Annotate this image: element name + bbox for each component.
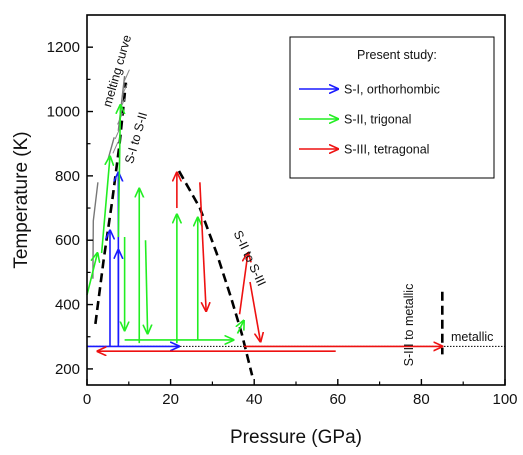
y-tick-label: 600 (55, 232, 80, 249)
arrow-s-ii (146, 240, 148, 333)
arrow-s-iii (249, 281, 260, 342)
arrow-s-iii (199, 182, 206, 311)
legend-label: S-I, orthorhombic (344, 83, 440, 97)
legend-box (289, 36, 495, 179)
arrow-s-ii (237, 321, 243, 334)
y-tick-label: 1000 (47, 104, 80, 121)
x-tick-label: 40 (246, 391, 263, 408)
s2-to-s3-label: S-II to S-III (231, 228, 269, 288)
x-tick-label: 100 (492, 391, 517, 408)
y-axis-label: Temperature (K) (11, 131, 32, 268)
metallic-label: metallic (451, 330, 493, 344)
melting-curve-segment (107, 137, 115, 160)
melting-curve-hatch (123, 69, 130, 82)
legend-label: S-II, trigonal (344, 113, 411, 127)
arrow-s-ii (86, 253, 97, 296)
axis-tick-labels: 0 20 40 60 80 100 200 400 600 800 1000 1200 (47, 39, 518, 408)
x-tick-label: 60 (329, 391, 346, 408)
arrow-s-ii (118, 105, 120, 238)
legend: Present study: S-I, orthorhombic S-II, tr… (289, 36, 495, 179)
data-arrows (86, 105, 442, 351)
s3-to-metallic-label: S-III to metallic (402, 284, 416, 367)
x-tick-label: 80 (413, 391, 430, 408)
arrow-s-ii (100, 157, 110, 254)
axis-ticks (86, 46, 506, 385)
melting-curve-points (92, 69, 130, 279)
y-tick-label: 1200 (47, 39, 80, 56)
y-tick-label: 400 (55, 297, 80, 314)
arrow-s-iii (238, 253, 248, 315)
x-tick-label: 0 (83, 391, 91, 408)
s1-to-s2-label: S-I to S-II (122, 111, 150, 166)
y-tick-label: 800 (55, 168, 80, 185)
boundary-s1-s2 (94, 82, 128, 325)
melting-curve-hatch (121, 83, 128, 96)
boundary-s2-s3 (177, 170, 254, 376)
legend-entries: S-I, orthorhombic S-II, trigonal S-III, te… (299, 83, 440, 157)
melting-curve-segment (117, 76, 126, 131)
y-tick-label: 200 (55, 361, 80, 378)
melting-curve-hatch (112, 141, 119, 154)
x-axis-label: Pressure (GPa) (230, 427, 362, 448)
legend-title: Present study: (357, 48, 437, 62)
x-tick-label: 20 (162, 391, 179, 408)
legend-label: S-III, tetragonal (344, 143, 429, 157)
